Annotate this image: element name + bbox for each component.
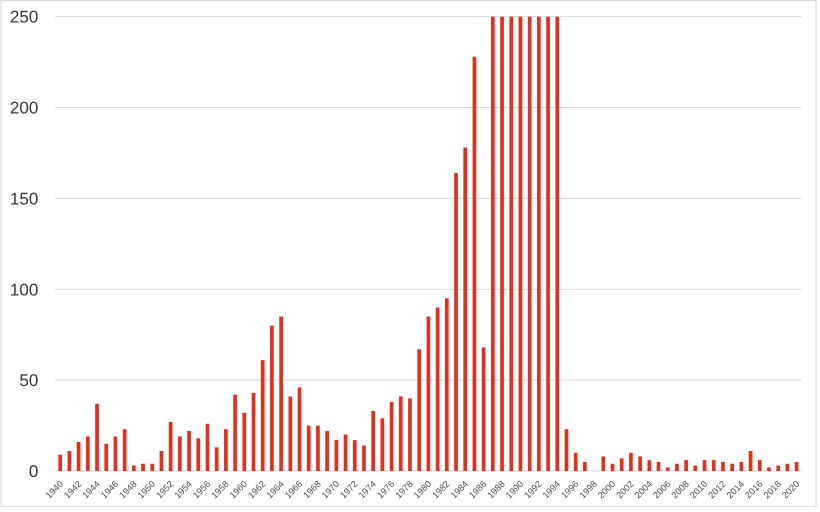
svg-text:100: 100 xyxy=(10,280,38,299)
svg-text:0: 0 xyxy=(29,462,38,481)
svg-text:50: 50 xyxy=(19,371,38,390)
svg-text:150: 150 xyxy=(10,189,38,208)
svg-text:200: 200 xyxy=(10,99,38,118)
svg-text:250: 250 xyxy=(10,8,38,27)
